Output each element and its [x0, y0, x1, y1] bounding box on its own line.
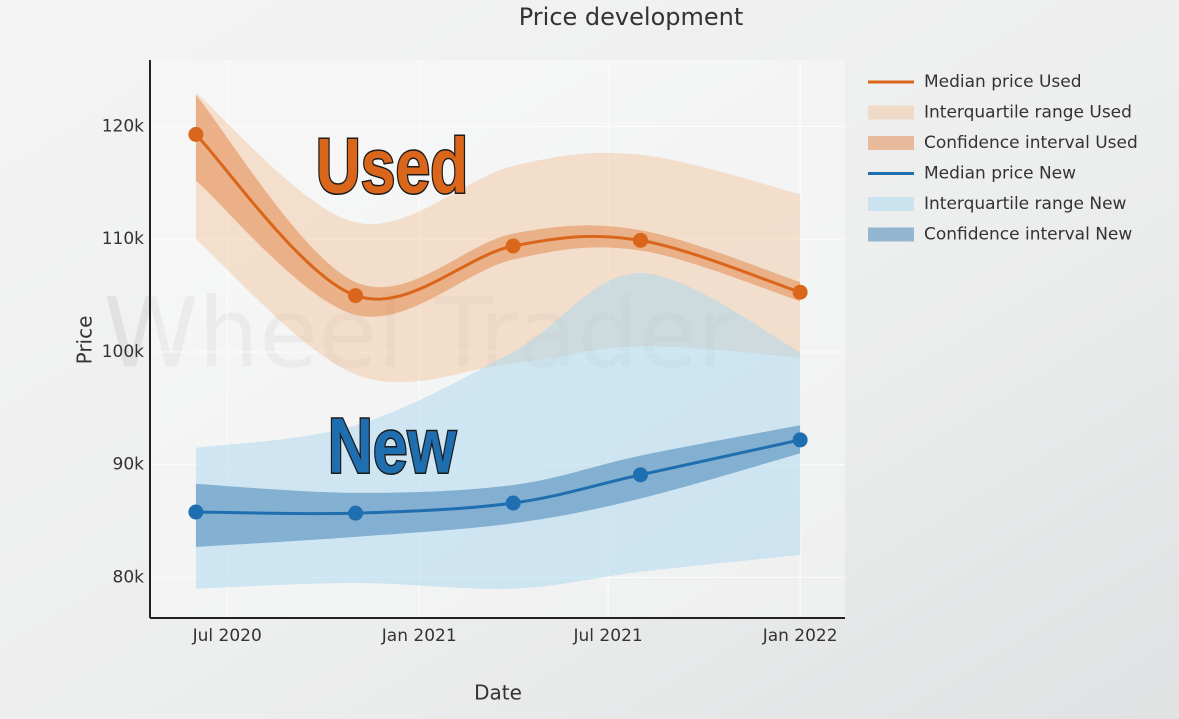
- y-axis-title: Price: [73, 316, 97, 365]
- line: [194, 133, 801, 301]
- y-tick-label: 100k: [102, 342, 144, 362]
- point: [188, 126, 204, 142]
- x-tick-label: Jul 2021: [573, 626, 643, 646]
- legend-label: Median price New: [924, 164, 1076, 184]
- point: [792, 432, 808, 448]
- y-tick-label: 80k: [113, 567, 145, 587]
- legend-swatch: [868, 227, 914, 242]
- y-tick-label: 110k: [102, 229, 144, 249]
- band: [195, 273, 801, 589]
- legend-label: Confidence interval New: [924, 225, 1132, 245]
- x-tick-label: Jul 2020: [192, 626, 262, 646]
- point: [348, 288, 364, 304]
- legend-label: Interquartile range New: [924, 194, 1127, 214]
- x-tick-label: Jan 2021: [381, 626, 457, 646]
- point: [632, 467, 648, 483]
- point: [505, 495, 521, 511]
- legend-label: Confidence interval Used: [924, 133, 1138, 153]
- chart-title: Price development: [519, 3, 744, 31]
- legend-label: Median price Used: [924, 72, 1082, 92]
- point: [632, 232, 648, 248]
- annotation: New: [328, 402, 457, 489]
- plot: 80k 90k 100k 110k 120k Jul 2020 Jan 2021 Jul 20…: [102, 60, 1138, 646]
- point: [505, 238, 521, 254]
- x-axis-title: Date: [474, 681, 522, 705]
- legend-label: Interquartile range Used: [924, 103, 1132, 123]
- point: [792, 284, 808, 300]
- point: [188, 504, 204, 520]
- legend-swatch: [868, 136, 914, 150]
- legend-swatch: [868, 197, 914, 211]
- point: [348, 505, 364, 521]
- y-tick-label: 120k: [102, 117, 144, 137]
- x-tick-label: Jan 2022: [762, 626, 838, 646]
- band: [195, 425, 801, 547]
- legend-swatch: [868, 105, 914, 120]
- annotation: Used: [316, 122, 469, 209]
- y-tick-label: 90k: [113, 455, 145, 475]
